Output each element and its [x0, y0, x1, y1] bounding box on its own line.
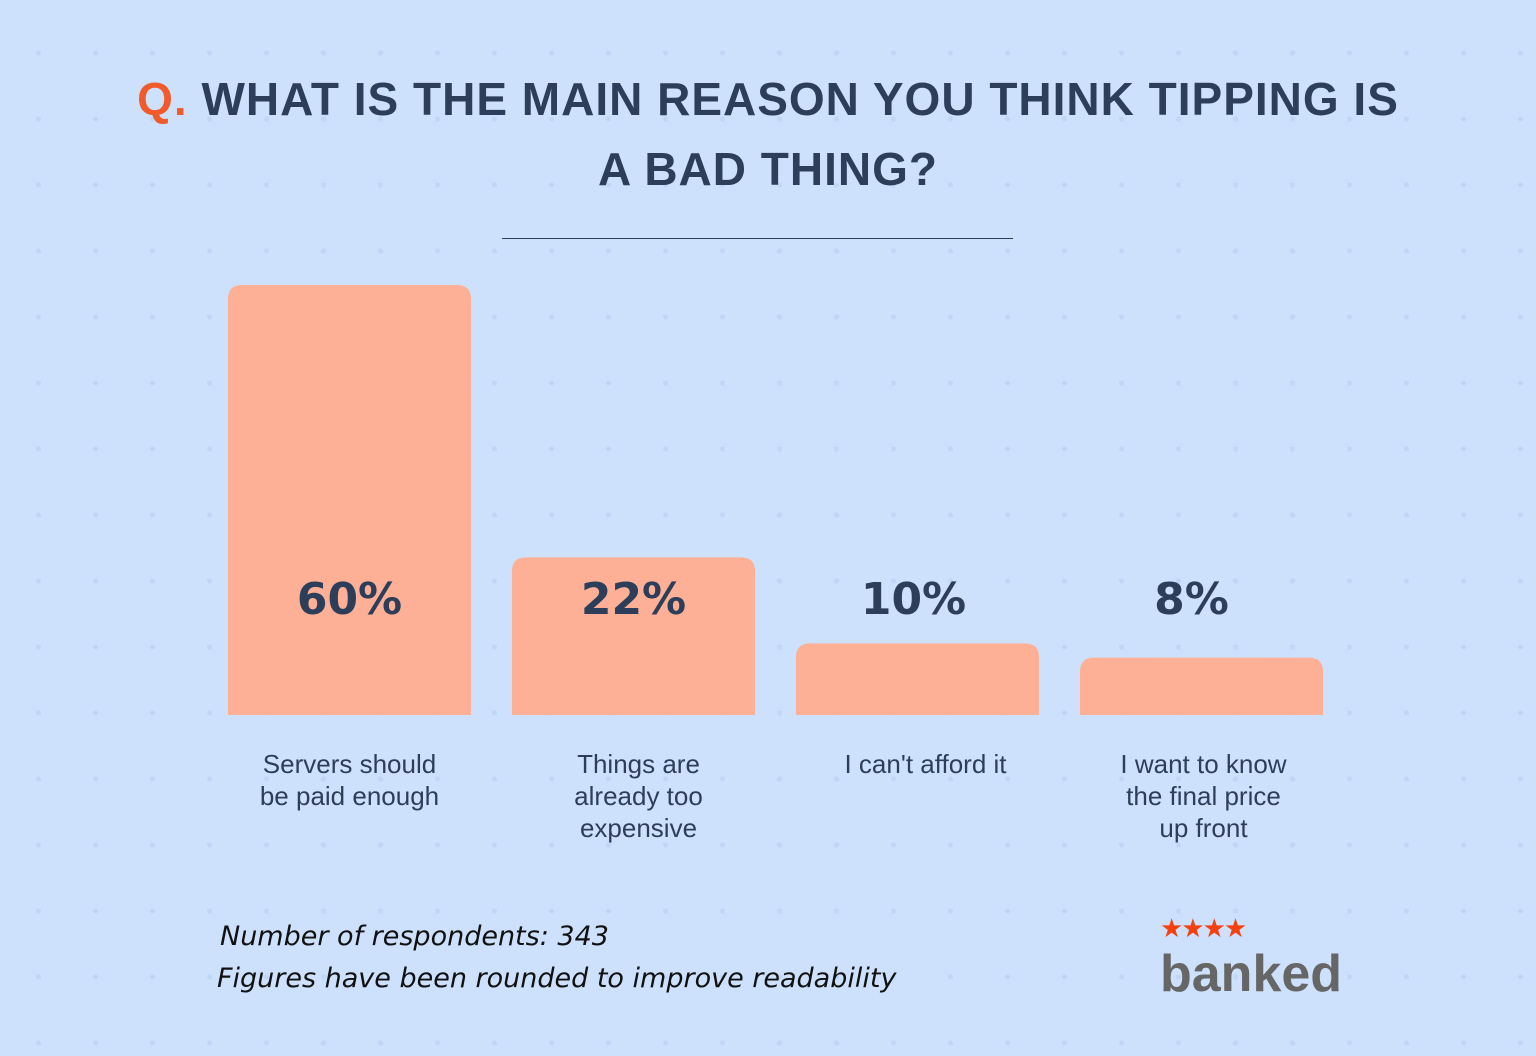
question-text: WHAT IS THE MAIN REASON YOU THINK TIPPIN…	[201, 73, 1399, 195]
category-label: Servers should be paid enough	[259, 749, 440, 811]
category-label: I want to know the final price up front	[1120, 749, 1287, 843]
category-label-box: I can't afford it	[804, 748, 1047, 780]
chart-title: Q. WHAT IS THE MAIN REASON YOU THINK TIP…	[120, 64, 1416, 204]
bar-2	[512, 557, 755, 715]
value-label: 60%	[296, 574, 403, 625]
bar-1	[228, 285, 471, 715]
category-label-box: I want to know the final price up front	[1082, 748, 1325, 844]
value-label: 10%	[860, 574, 967, 625]
logo-text: banked	[1160, 945, 1343, 1003]
bar-3	[796, 643, 1039, 715]
question-prefix: Q.	[137, 73, 188, 125]
value-label: 8%	[1154, 574, 1229, 625]
banked-logo: ★★★★ banked	[1160, 914, 1380, 1004]
title-divider	[502, 238, 1013, 239]
category-label: I can't afford it	[844, 749, 1007, 779]
respondents-note: Number of respondents: 343	[220, 921, 609, 952]
bar-4	[1080, 657, 1323, 715]
value-label: 22%	[580, 574, 687, 625]
rating-stars-icon: ★★★★	[1160, 914, 1247, 944]
category-label-box: Things are already too expensive	[517, 748, 760, 844]
rounding-note: Figures have been rounded to improve rea…	[217, 963, 897, 994]
category-label: Things are already too expensive	[574, 749, 703, 843]
category-label-box: Servers should be paid enough	[228, 748, 471, 812]
